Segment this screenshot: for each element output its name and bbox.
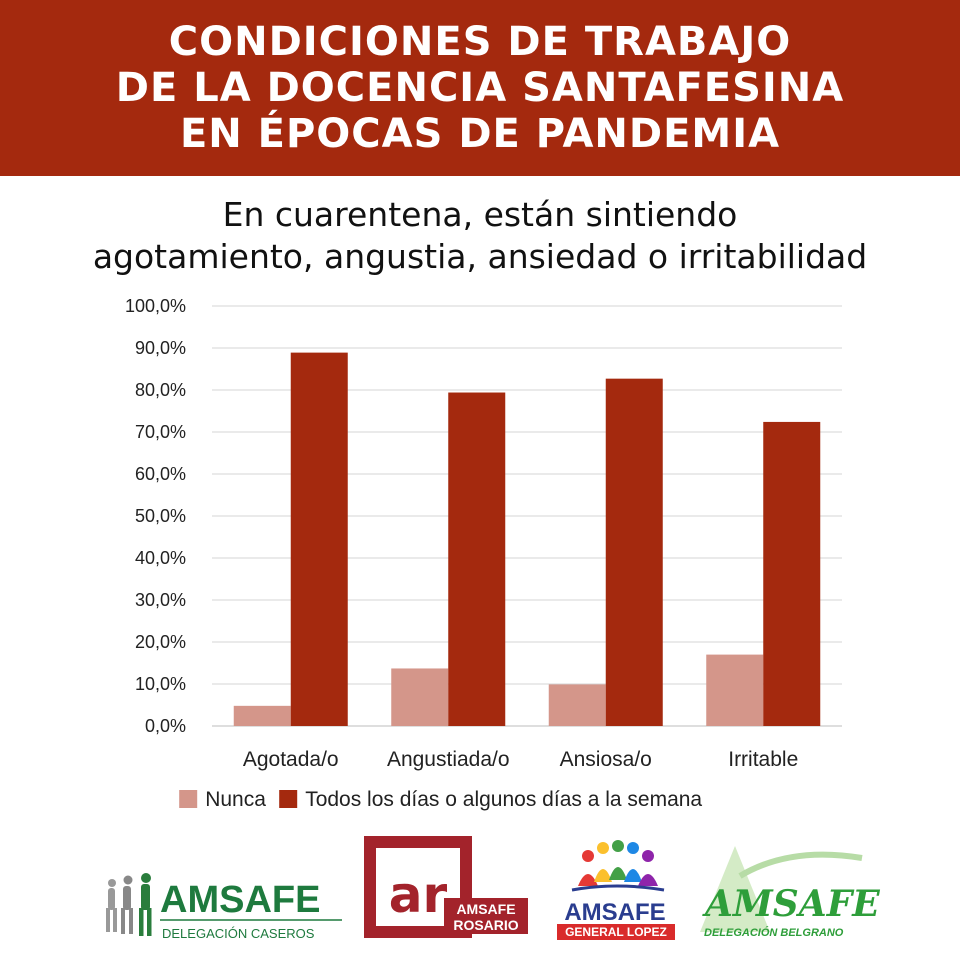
- chart-title-line-1: En cuarentena, están sintiendo: [222, 195, 738, 234]
- y-tick-label: 40,0%: [135, 548, 186, 568]
- header-title-line-1: CONDICIONES DE TRABAJO: [168, 19, 792, 65]
- legend-swatch: [179, 790, 198, 808]
- bar-todos-2: [605, 378, 663, 726]
- y-tick-label: 50,0%: [135, 506, 186, 526]
- amsafe-general-lopez-logo: AMSAFE GENERAL LOPEZ: [557, 840, 675, 940]
- y-tick-label: 0,0%: [145, 716, 186, 736]
- bar-todos-0: [290, 352, 348, 726]
- amsafe-rosario-logo: ar AMSAFE ROSARIO: [364, 836, 528, 938]
- legend-label: Nunca: [205, 788, 266, 811]
- x-tick-label: Angustiada/o: [387, 748, 510, 771]
- y-tick-label: 10,0%: [135, 674, 186, 694]
- header-banner: CONDICIONES DE TRABAJO DE LA DOCENCIA SA…: [0, 0, 960, 176]
- logo2-subtitle: ROSARIO: [453, 917, 518, 933]
- logo2-name: AMSAFE: [456, 901, 515, 917]
- amsafe-belgrano-logo: AMSAFE DELEGACIÓN BELGRANO: [696, 836, 880, 942]
- colorful-people-icon: [571, 840, 665, 892]
- bar-nunca-0: [233, 705, 291, 726]
- y-tick-label: 60,0%: [135, 464, 186, 484]
- y-tick-label: 20,0%: [135, 632, 186, 652]
- x-tick-label: Ansiosa/o: [560, 748, 652, 771]
- amsafe-caseros-logo: AMSAFE DELEGACIÓN CASEROS: [106, 873, 342, 941]
- bar-nunca-2: [548, 684, 606, 726]
- bar-nunca-1: [391, 668, 449, 726]
- x-tick-label: Agotada/o: [243, 748, 339, 771]
- legend-swatch: [279, 790, 298, 808]
- logo4-subtitle: DELEGACIÓN BELGRANO: [704, 926, 844, 939]
- y-tick-label: 70,0%: [135, 422, 186, 442]
- logo1-subtitle: DELEGACIÓN CASEROS: [162, 926, 315, 941]
- logo1-name: AMSAFE: [160, 879, 320, 921]
- logo3-name: AMSAFE: [564, 899, 665, 926]
- x-tick-label: Irritable: [728, 748, 798, 771]
- bar-nunca-3: [706, 654, 764, 726]
- bar-chart: 0,0% 10,0% 20,0% 30,0% 40,0% 50,0% 60,0% 70,0% 8…: [125, 296, 842, 811]
- logo4-name: AMSAFE: [702, 883, 880, 925]
- bar-todos-3: [763, 421, 821, 726]
- logos-row: AMSAFE DELEGACIÓN CASEROS ar AMSAFE ROSA…: [106, 836, 880, 942]
- y-tick-label: 30,0%: [135, 590, 186, 610]
- header-title-line-2: DE LA DOCENCIA SANTAFESINA: [115, 65, 845, 111]
- y-tick-label: 80,0%: [135, 380, 186, 400]
- chart-title-line-2: agotamiento, angustia, ansiedad o irrita…: [92, 237, 868, 276]
- logo2-badge: ar: [389, 866, 448, 924]
- logo3-subtitle: GENERAL LOPEZ: [565, 925, 667, 939]
- legend-label: Todos los días o algunos días a la seman…: [305, 788, 702, 811]
- header-title-line-3: EN ÉPOCAS DE PANDEMIA: [179, 111, 781, 157]
- bar-todos-1: [448, 392, 506, 726]
- walking-people-icon: [106, 873, 152, 936]
- y-tick-label: 100,0%: [125, 296, 186, 316]
- y-tick-label: 90,0%: [135, 338, 186, 358]
